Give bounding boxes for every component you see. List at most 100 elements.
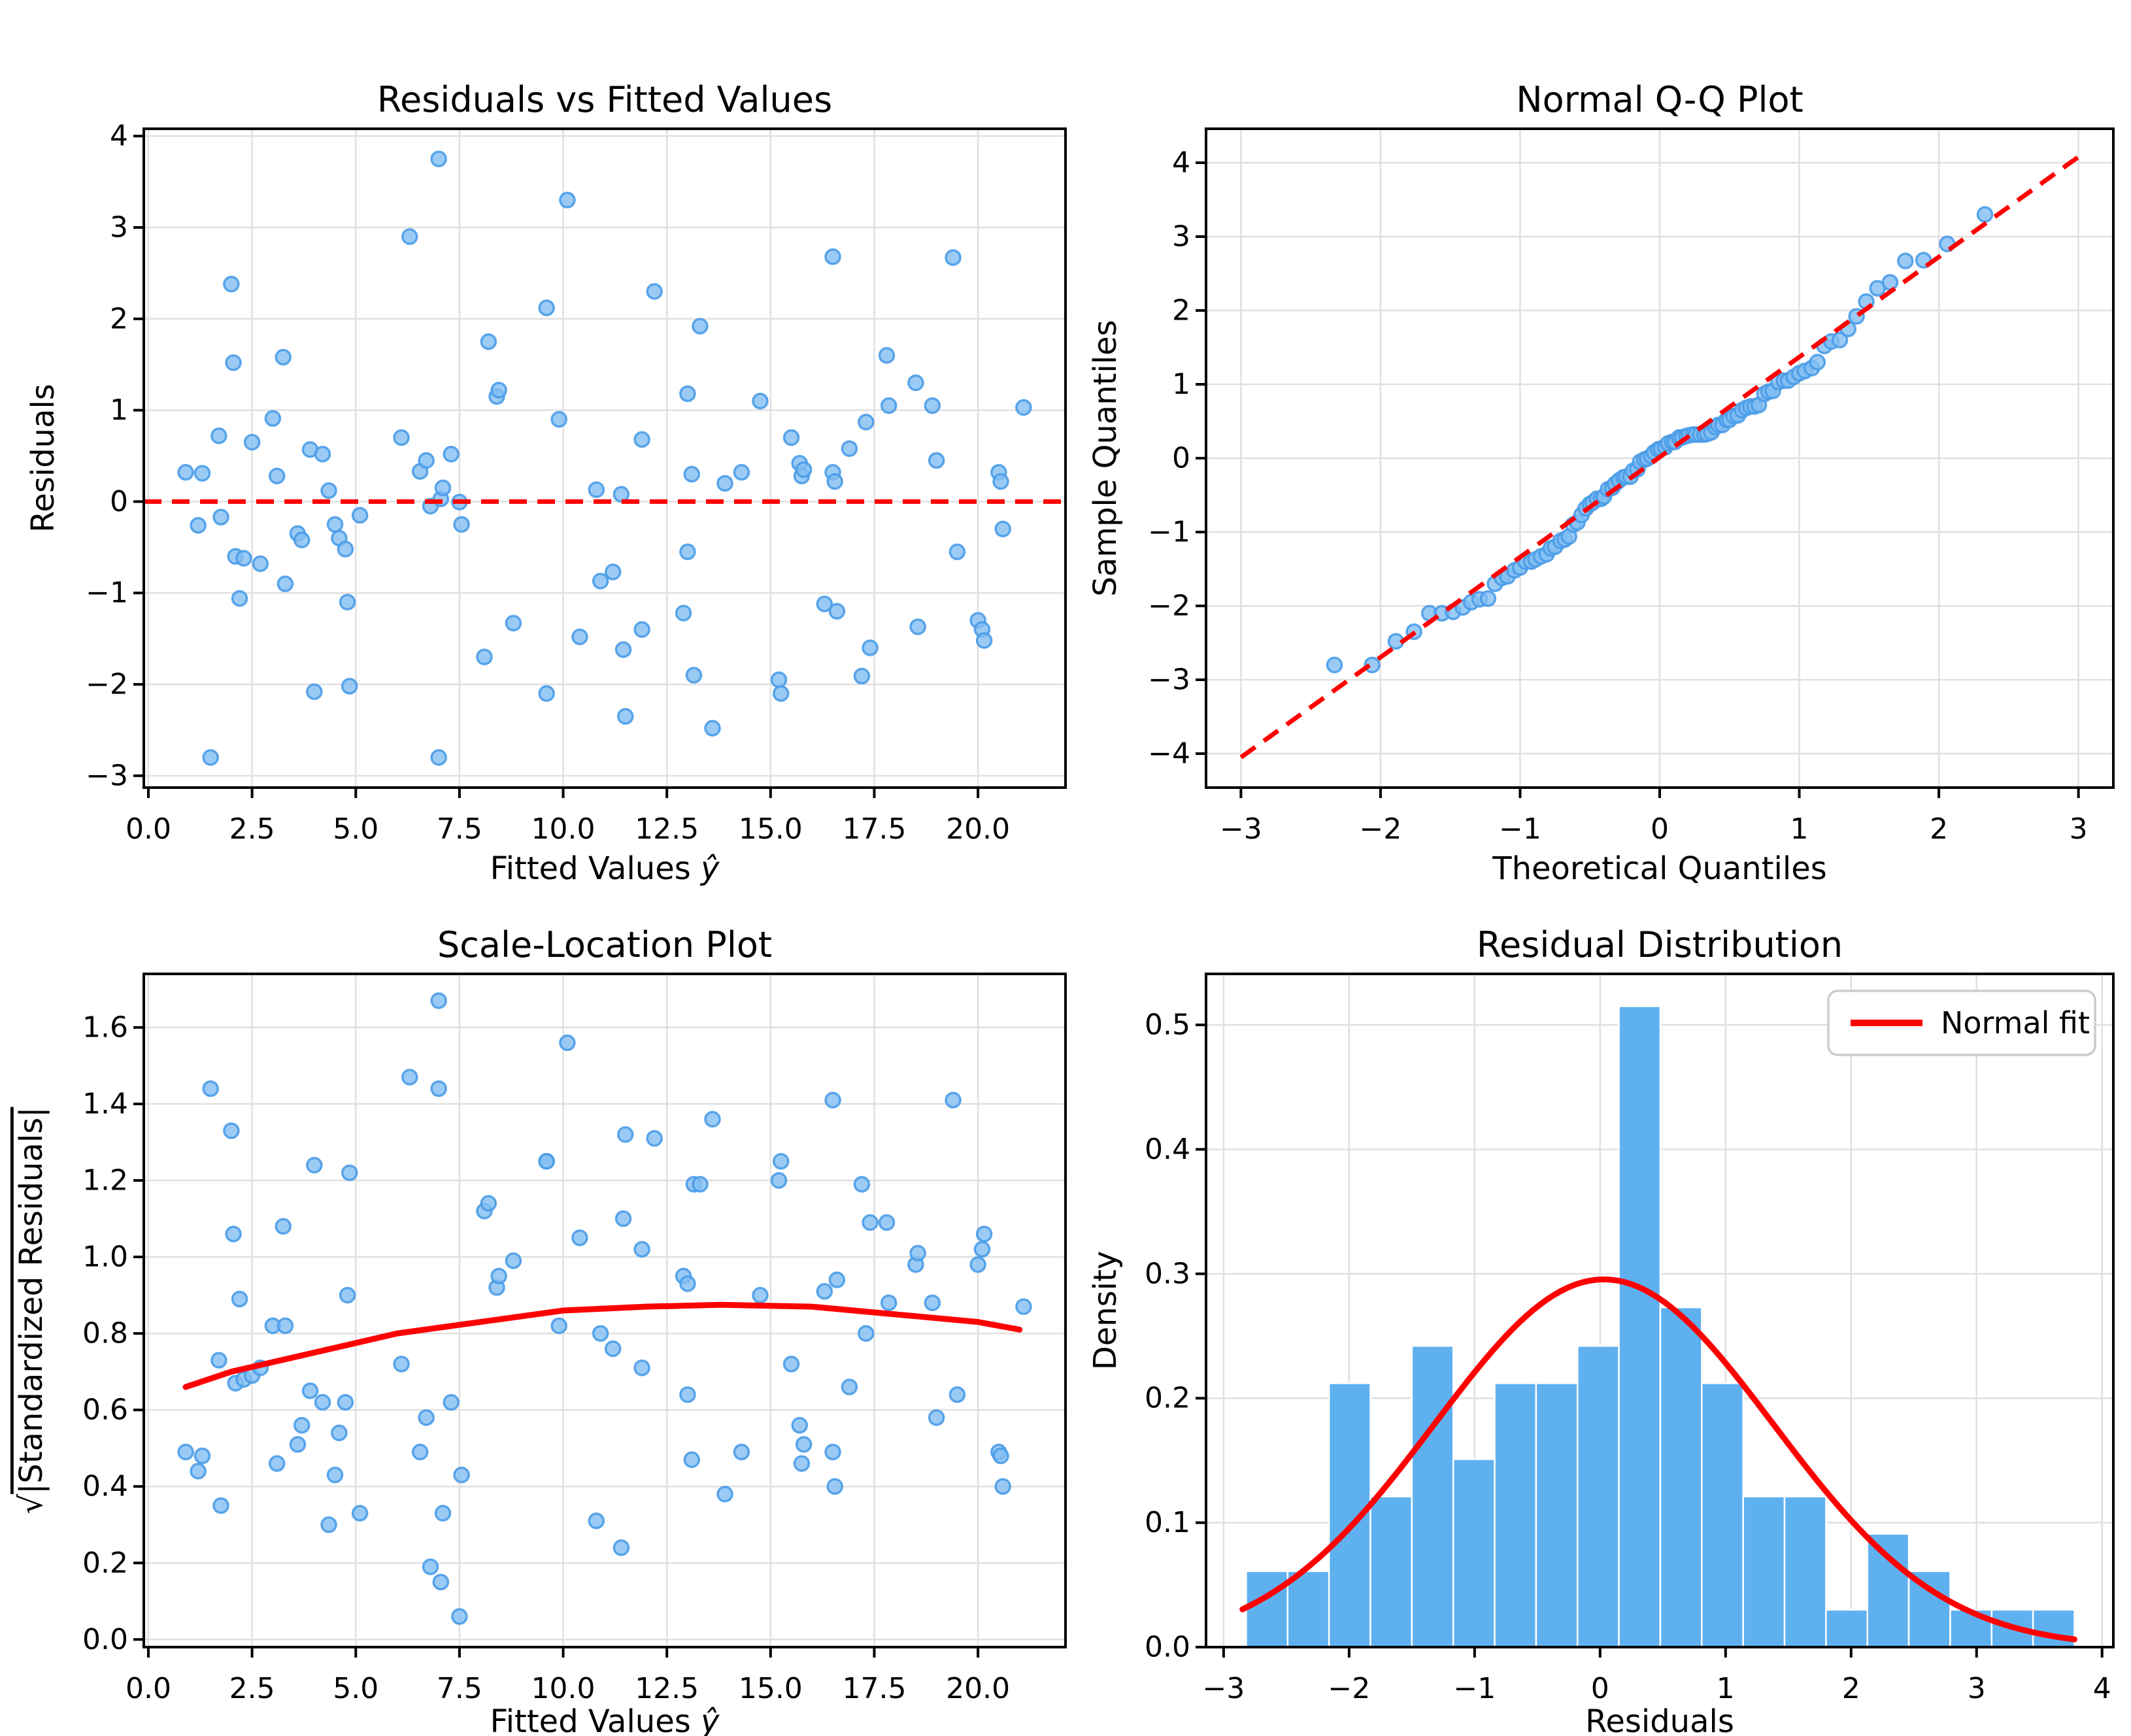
data-point xyxy=(994,520,1011,538)
data-point xyxy=(337,541,354,558)
subplot-title: Normal Q-Q Plot xyxy=(1516,79,1803,120)
data-point xyxy=(320,1516,337,1533)
y-tick-label: 0.1 xyxy=(1145,1506,1190,1539)
data-point xyxy=(862,1214,879,1231)
data-point xyxy=(550,410,567,428)
data-point xyxy=(314,1394,331,1411)
subplot-title: Scale-Location Plot xyxy=(437,924,772,965)
y-tick-label: 1 xyxy=(1172,367,1190,401)
data-point xyxy=(430,150,447,167)
y-tick-label: 0.0 xyxy=(1145,1631,1190,1664)
histogram-bar xyxy=(1742,1495,1786,1648)
data-point xyxy=(683,465,701,483)
data-point xyxy=(826,1478,843,1495)
data-point xyxy=(679,543,696,561)
x-tick-label: 5.0 xyxy=(333,1672,378,1705)
data-point xyxy=(190,517,207,534)
data-point xyxy=(826,473,843,490)
data-point xyxy=(331,1424,348,1442)
data-point xyxy=(1831,331,1849,348)
data-point xyxy=(975,1226,993,1243)
data-point xyxy=(490,382,507,399)
data-point xyxy=(824,1443,841,1461)
data-point xyxy=(1809,354,1826,371)
data-point xyxy=(422,1558,439,1575)
subplot-residuals-vs-fitted: 0.0 2.5 5.0 7.5 10.0 12.5 15.0 17.5 20.0 −3 −2 −1 0 1… xyxy=(25,79,1067,887)
data-point xyxy=(782,1356,800,1373)
x-tick-label: 2 xyxy=(1842,1672,1860,1705)
x-tick-label: 7.5 xyxy=(437,1672,482,1705)
histogram-bar xyxy=(1494,1382,1537,1648)
x-tick-label: −1 xyxy=(1499,812,1541,846)
data-point xyxy=(538,685,555,702)
data-point xyxy=(948,1386,966,1403)
y-tick-label: −2 xyxy=(1148,590,1190,623)
data-point xyxy=(225,354,242,371)
data-point xyxy=(275,348,292,366)
data-point xyxy=(275,1218,292,1235)
x-tick-label: 0.0 xyxy=(126,1672,171,1705)
data-point xyxy=(616,1126,634,1143)
y-tick-label: −1 xyxy=(86,576,128,610)
data-point xyxy=(193,465,211,482)
data-point xyxy=(858,1325,875,1342)
data-point xyxy=(772,685,790,702)
y-tick-label: 0.8 xyxy=(82,1317,128,1350)
data-point xyxy=(231,1290,248,1308)
data-point xyxy=(588,481,605,498)
histogram-bar xyxy=(1907,1570,1951,1648)
data-point xyxy=(973,1241,991,1258)
data-point xyxy=(604,1340,622,1358)
y-tick-label: 0.5 xyxy=(1145,1009,1190,1042)
data-point xyxy=(490,1267,507,1285)
data-point xyxy=(505,614,522,632)
normal-fit-curve xyxy=(1239,1276,2077,1643)
data-point xyxy=(969,1256,986,1273)
data-point xyxy=(685,667,703,684)
x-axis-label: Theoretical Quantiles xyxy=(1492,850,1826,887)
y-tick-label: −3 xyxy=(86,759,128,792)
histogram-bar xyxy=(1659,1306,1703,1648)
data-point xyxy=(975,632,993,649)
data-point xyxy=(752,392,769,410)
x-tick-label: −2 xyxy=(1359,812,1401,846)
reference-line xyxy=(1239,155,2080,760)
subplot-residual-distribution: −3 −2 −1 0 1 2 3 4 0.0 0.1 0.2 0.3 0.4 0.5 Residual Di… xyxy=(1087,924,2115,1736)
data-point xyxy=(853,667,871,685)
data-point xyxy=(1976,206,1994,223)
x-tick-label: 3 xyxy=(2070,812,2088,846)
data-point xyxy=(614,1210,632,1227)
data-point xyxy=(1897,252,1914,270)
data-point xyxy=(679,1275,696,1292)
data-point xyxy=(924,397,941,414)
data-point xyxy=(268,467,286,485)
data-point xyxy=(858,414,875,431)
data-point xyxy=(453,1466,470,1484)
y-tick-label: 0 xyxy=(1172,442,1190,475)
data-point xyxy=(824,248,841,265)
data-point xyxy=(559,1034,576,1052)
x-tick-label: 2 xyxy=(1930,812,1948,846)
histogram-bar xyxy=(1783,1495,1827,1648)
data-point xyxy=(243,433,261,451)
legend-label: Normal fit xyxy=(1941,1005,2090,1041)
data-point xyxy=(434,1505,452,1522)
data-point xyxy=(841,440,858,458)
y-tick-label: 0 xyxy=(110,485,128,518)
data-point xyxy=(924,1294,941,1312)
x-tick-label: 0 xyxy=(1651,812,1669,846)
data-point xyxy=(683,1451,701,1468)
data-point xyxy=(476,648,493,665)
data-point xyxy=(559,192,576,209)
data-point xyxy=(231,590,248,607)
subplot-normal-qq: −3 −2 −1 0 1 2 3 −4 −3 −2 −1 0 1 2 3 4 Normal Q-Q Plot Th… xyxy=(1087,79,2115,887)
x-tick-label: 15.0 xyxy=(739,1672,803,1705)
data-point xyxy=(401,1069,418,1086)
histogram-bar xyxy=(1866,1533,1910,1648)
data-point xyxy=(341,678,358,695)
x-tick-label: 2.5 xyxy=(229,812,275,846)
data-point xyxy=(351,507,369,524)
data-point xyxy=(992,473,1009,490)
data-point xyxy=(692,318,709,335)
